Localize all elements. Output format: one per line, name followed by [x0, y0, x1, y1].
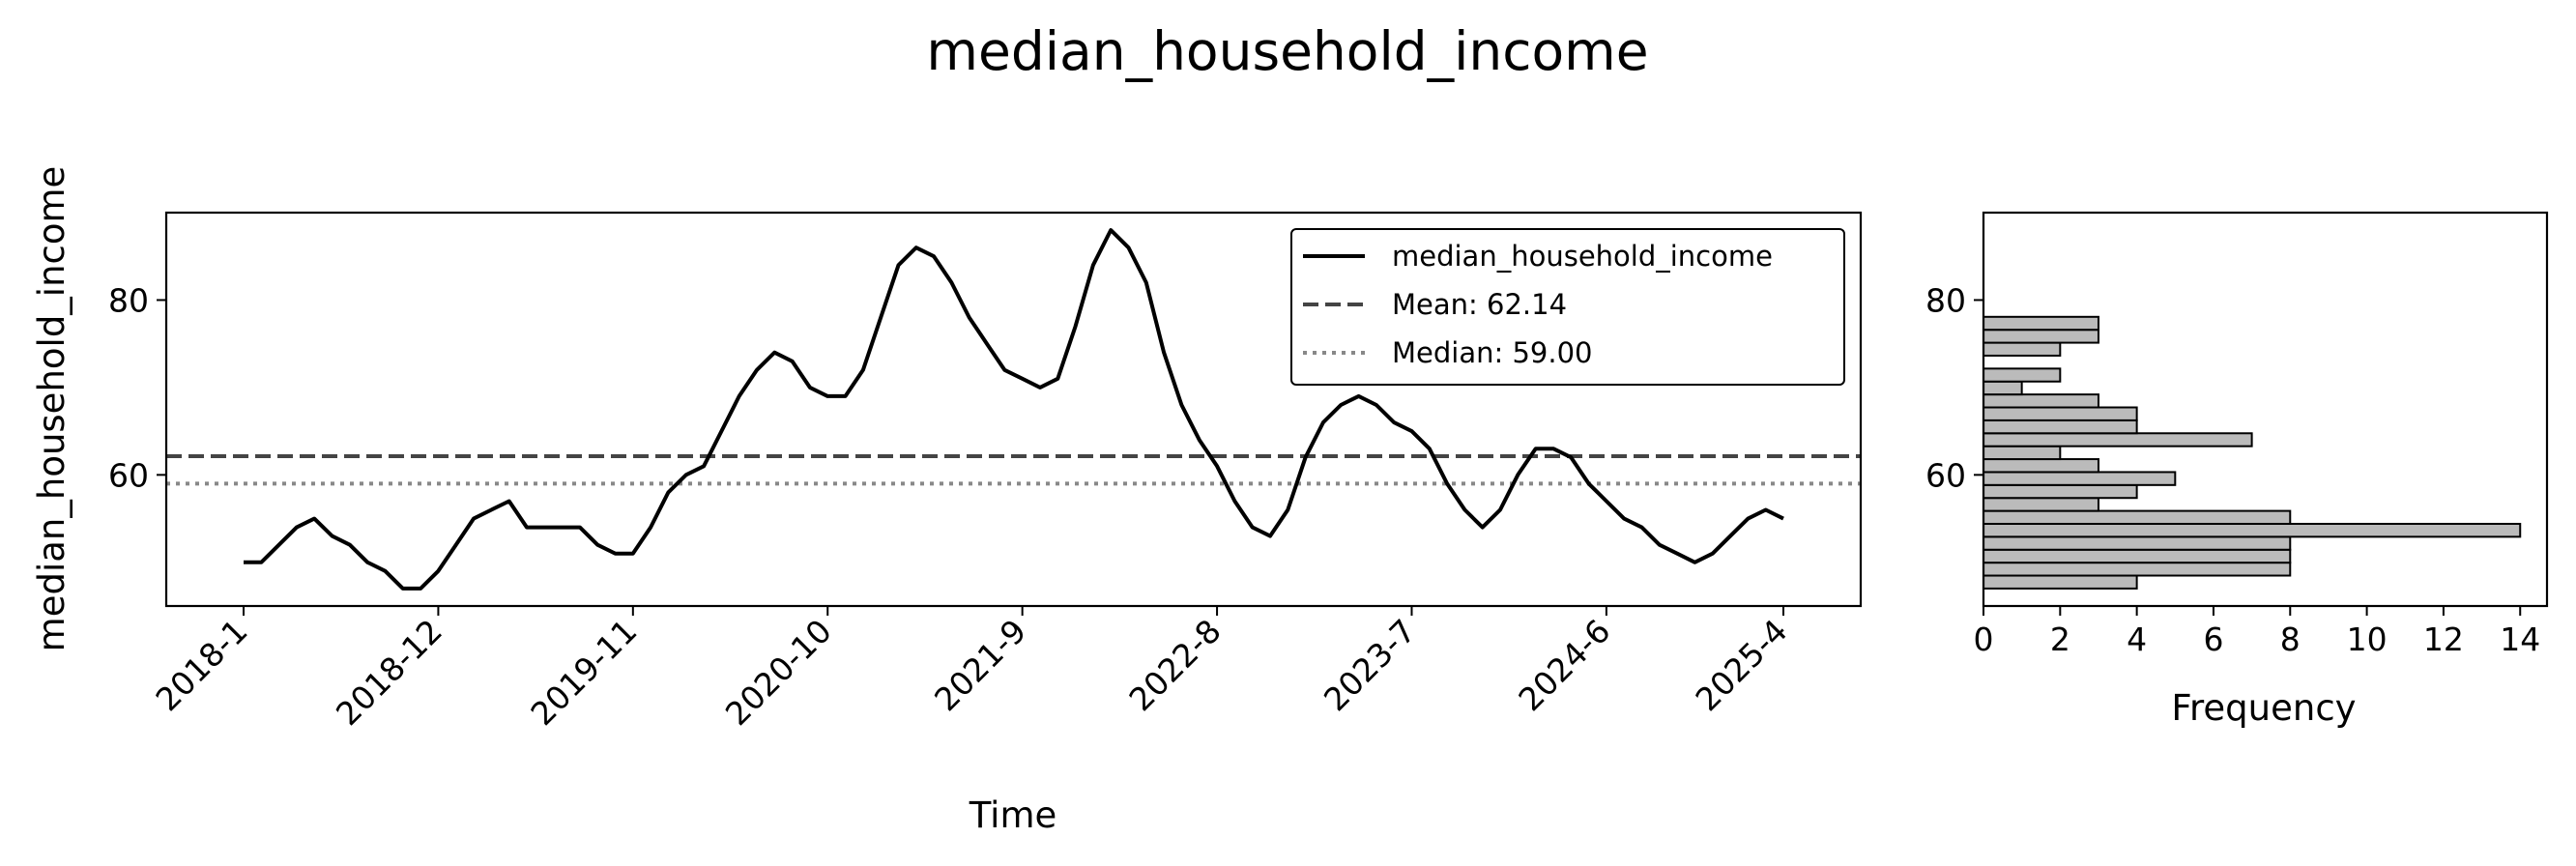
histogram-panel: 60 80 0 2 4 6 8 10 12 14 Frequency — [1925, 211, 2549, 729]
histogram-bar — [1983, 445, 2062, 461]
histogram-bar — [1983, 419, 2138, 435]
legend-label-median: Median: 59.00 — [1392, 336, 1593, 369]
x-tick-label: 4 — [2127, 621, 2147, 658]
histogram-bar — [1983, 329, 2099, 344]
line-chart-x-axis-label: Time — [969, 794, 1057, 836]
histogram-bar — [1983, 367, 2062, 383]
histogram-bar — [1983, 471, 2177, 486]
y-tick-label: 60 — [108, 456, 149, 494]
histogram-bar — [1983, 548, 2292, 564]
histogram-bar — [1983, 522, 2522, 538]
x-tick-label: 10 — [2347, 621, 2388, 658]
line-chart-y-axis: 60 80 — [108, 281, 166, 494]
x-tick-label: 12 — [2423, 621, 2464, 658]
histogram-bar — [1983, 497, 2099, 512]
x-tick-label: 6 — [2203, 621, 2223, 658]
x-tick-label: 8 — [2280, 621, 2301, 658]
x-tick-label: 14 — [2500, 621, 2540, 658]
y-tick-label: 80 — [108, 281, 149, 319]
legend-label-series: median_household_income — [1392, 240, 1773, 273]
histogram-bar — [1983, 574, 2138, 590]
x-tick-label: 0 — [1974, 621, 1994, 658]
histogram-bar — [1983, 509, 2292, 525]
histogram-bar — [1983, 315, 2099, 332]
reference-lines — [166, 453, 1861, 486]
histogram-y-axis: 60 80 — [1925, 281, 1983, 494]
series-line-median-household-income — [244, 228, 1784, 591]
figure-title: median_household_income — [926, 20, 1648, 82]
legend: median_household_income Mean: 62.14 Medi… — [1290, 228, 1845, 386]
histogram-bar — [1983, 535, 2292, 551]
histogram-bars — [1983, 315, 2522, 590]
histogram-bar — [1983, 393, 2099, 409]
histogram-bar — [1983, 380, 2023, 396]
y-tick-label: 80 — [1925, 281, 1966, 319]
legend-label-mean: Mean: 62.14 — [1392, 288, 1567, 321]
histogram-bar — [1983, 562, 2292, 577]
histogram-x-axis-label: Frequency — [2171, 687, 2356, 729]
y-tick-label: 60 — [1925, 456, 1966, 494]
histogram-bar — [1983, 406, 2138, 421]
histogram-bar — [1983, 341, 2062, 357]
line-chart-plot-frame — [164, 211, 1863, 608]
histogram-plot-frame — [1982, 211, 2549, 608]
histogram-bar — [1983, 483, 2138, 500]
histogram-x-axis: 0 2 4 6 8 10 12 14 — [1974, 606, 2540, 658]
histogram-bar — [1983, 458, 2099, 474]
legend-box — [1290, 228, 1845, 386]
histogram-bar — [1983, 432, 2253, 447]
x-tick-label: 2 — [2050, 621, 2070, 658]
line-chart-y-axis-label: median_household_income — [31, 166, 72, 652]
line-series-group — [244, 228, 1784, 591]
